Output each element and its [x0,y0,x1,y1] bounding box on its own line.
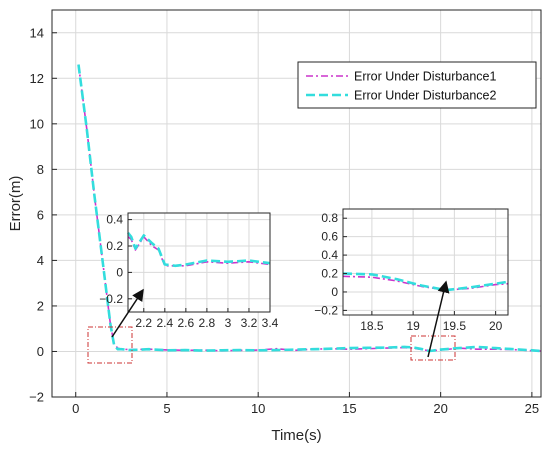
inset-x-tick-label: 2.8 [199,316,216,330]
y-tick-label: 6 [37,207,44,222]
inset-series-line-2 [342,272,509,292]
inset-x-tick-label: 3.4 [262,316,279,330]
inset-y-tick-label: 0.2 [106,239,123,253]
inset-x-tick-label: 18.5 [360,319,384,333]
y-tick-label: −2 [29,390,44,405]
inset-series-line-1 [127,236,271,267]
inset-x-tick-label: 19 [406,319,420,333]
inset-x-tick-label: 2.4 [156,316,173,330]
y-tick-label: 0 [37,344,44,359]
inset-series-line-2 [126,231,271,268]
inset-y-tick-label: 0.8 [321,211,338,225]
y-tick-label: 10 [30,116,44,131]
inset-y-tick-label: 0.6 [321,230,338,244]
inset-x-tick-label: 3 [225,316,232,330]
x-tick-label: 0 [72,401,79,416]
inset-x-tick-label: 19.5 [443,319,467,333]
legend-box [297,61,537,109]
y-tick-label: 8 [37,162,44,177]
inset-x-tick-label: 3.2 [241,316,258,330]
y-axis-label: Error(m) [7,176,24,232]
inset-y-tick-label: −0.2 [99,292,123,306]
zoom-region-box-1 [87,326,133,364]
inset-x-tick-label: 20 [489,319,503,333]
inset-frame-1 [127,212,271,313]
y-tick-label: 2 [37,298,44,313]
x-tick-label: 25 [525,401,539,416]
legend-label: Error Under Disturbance1 [354,70,496,84]
y-tick-label: 14 [30,25,44,40]
inset-y-tick-label: 0.4 [106,213,123,227]
x-tick-label: 15 [342,401,356,416]
inset-y-tick-label: 0.4 [321,248,338,262]
inset-x-tick-label: 2.2 [135,316,152,330]
legend-label: Error Under Disturbance2 [354,89,496,103]
inset-y-tick-label: −0.2 [314,303,338,317]
inset-y-tick-label: 0 [116,265,123,279]
plot-frame [51,9,542,398]
x-tick-label: 20 [433,401,447,416]
inset-frame-2 [342,208,509,316]
y-tick-label: 4 [37,253,44,268]
y-tick-label: 12 [30,71,44,86]
inset-y-tick-label: 0 [331,285,338,299]
zoom-arrow-1 [111,288,144,338]
x-tick-label: 10 [251,401,265,416]
x-axis-label: Time(s) [271,427,321,444]
inset-background-2 [343,209,508,315]
series-line-2 [77,64,542,353]
inset-x-tick-label: 2.6 [178,316,195,330]
x-tick-label: 5 [163,401,170,416]
inset-y-tick-label: 0.2 [321,267,338,281]
zoom-arrow-2 [427,280,450,358]
